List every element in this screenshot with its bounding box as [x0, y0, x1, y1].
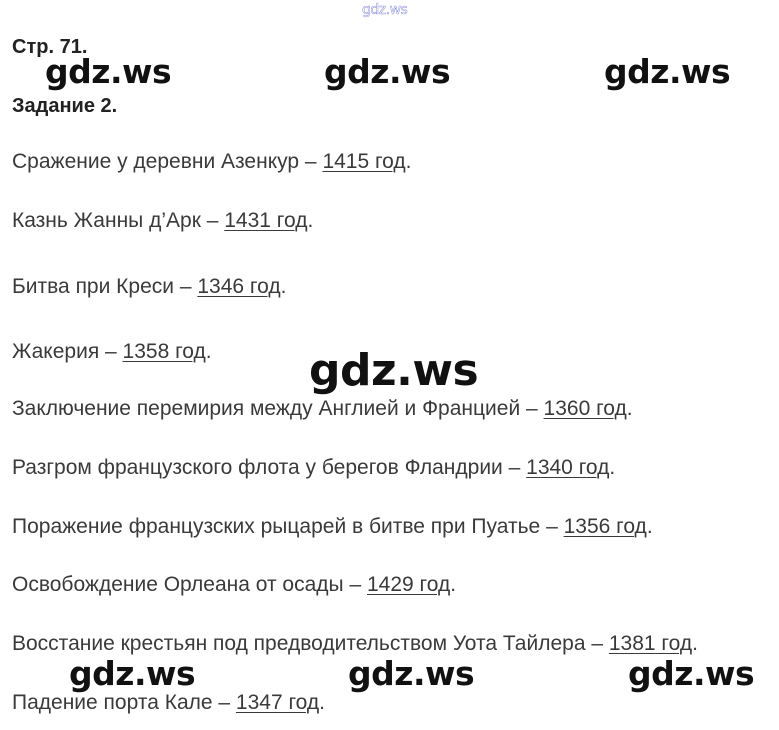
answer-line: Казнь Жанны д’Арк – 1431 год. — [12, 209, 313, 233]
answer-year: 1360 год — [543, 397, 627, 420]
answer-year: 1356 год — [563, 515, 647, 538]
watermark: gdz.ws — [604, 52, 731, 91]
event-text: Освобождение Орлеана от осады – — [12, 573, 367, 596]
page-number: Стр. 71. — [12, 36, 88, 58]
answer-year: 1415 год — [322, 150, 406, 173]
watermark: gdz.ws — [324, 52, 451, 91]
period: . — [205, 340, 212, 363]
answer-line: Битва при Креси – 1346 год. — [12, 275, 286, 299]
answer-line: Жакерия – 1358 год. — [12, 340, 212, 364]
period: . — [319, 691, 325, 714]
event-text: Казнь Жанны д’Арк – — [12, 209, 225, 232]
answer-year: 1340 год — [526, 456, 610, 479]
period: . — [450, 573, 457, 596]
period: . — [626, 397, 633, 420]
period: . — [692, 632, 698, 655]
answer-year: 1346 год — [197, 275, 281, 298]
period: . — [280, 275, 287, 298]
answer-line: Заключение перемирия между Англией и Фра… — [12, 397, 633, 421]
watermark-top: gdz.ws — [362, 2, 408, 18]
watermark: gdz.ws — [348, 654, 475, 693]
watermark: gdz.ws — [628, 654, 755, 693]
event-text: Поражение французских рыцарей в битве пр… — [12, 515, 564, 538]
answer-line: Восстание крестьян под предводительством… — [12, 632, 698, 656]
answer-year: 1347 год — [235, 691, 320, 714]
task-title: Задание 2. — [12, 95, 118, 117]
answer-year: 1358 год — [122, 340, 206, 363]
answer-year: 1381 год — [608, 632, 693, 655]
event-text: Разгром французского флота у берегов Фла… — [12, 456, 527, 479]
period: . — [405, 150, 412, 173]
event-text: Жакерия – — [12, 340, 123, 363]
event-text: Заключение перемирия между Англией и Фра… — [12, 397, 544, 420]
answer-line: Освобождение Орлеана от осады – 1429 год… — [12, 573, 456, 597]
answer-year: 1431 год — [224, 209, 308, 232]
answer-line: Сражение у деревни Азенкур – 1415 год. — [12, 150, 412, 174]
answer-year: 1429 год — [366, 573, 451, 596]
event-text: Сражение у деревни Азенкур – — [12, 150, 323, 173]
answer-line: Падение порта Кале – 1347 год. — [12, 691, 325, 715]
answer-line: Поражение французских рыцарей в битве пр… — [12, 515, 653, 539]
watermark: gdz.ws — [69, 654, 196, 693]
period: . — [307, 209, 314, 232]
period: . — [609, 456, 616, 479]
period: . — [646, 515, 653, 538]
watermark: gdz.ws — [309, 345, 479, 396]
event-text: Падение порта Кале – — [12, 691, 236, 714]
answer-line: Разгром французского флота у берегов Фла… — [12, 456, 615, 480]
event-text: Битва при Креси – — [12, 275, 198, 298]
watermark: gdz.ws — [45, 52, 172, 91]
event-text: Восстание крестьян под предводительством… — [12, 632, 609, 655]
